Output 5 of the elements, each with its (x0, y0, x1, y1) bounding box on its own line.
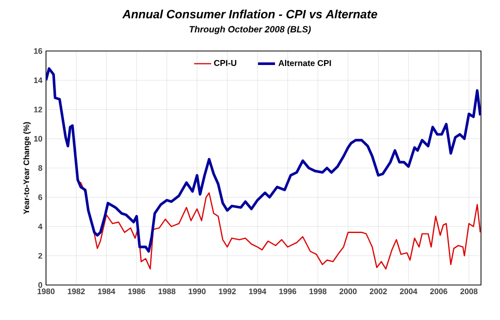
legend-label: CPI-U (214, 60, 236, 66)
chart-title: Annual Consumer Inflation - CPI vs Alternate (122, 10, 378, 18)
line-series (46, 67, 482, 253)
chart-subtitle: Through October 2008 (BLS) (190, 26, 311, 34)
legend-label: Alternate CPI (278, 60, 331, 66)
